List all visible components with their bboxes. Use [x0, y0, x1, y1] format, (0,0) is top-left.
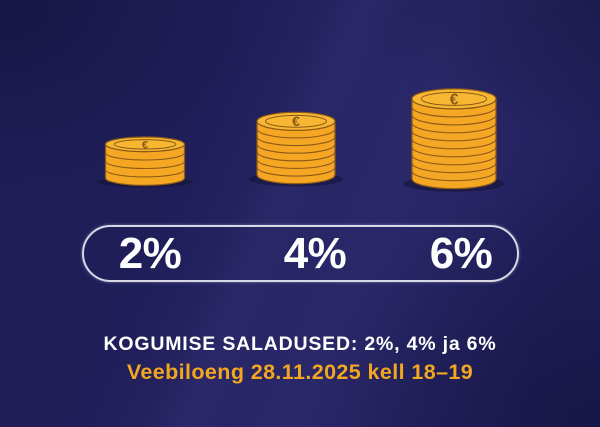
- svg-text:€: €: [292, 113, 300, 129]
- svg-text:€: €: [142, 139, 149, 151]
- svg-text:€: €: [450, 91, 459, 108]
